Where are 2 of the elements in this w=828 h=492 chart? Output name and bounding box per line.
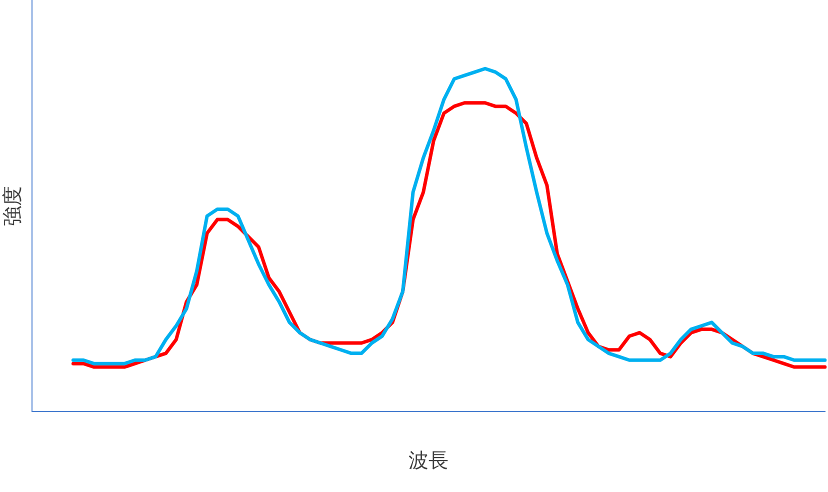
x-axis-title: 波長 — [408, 448, 448, 472]
y-axis-title: 強度 — [0, 186, 24, 226]
